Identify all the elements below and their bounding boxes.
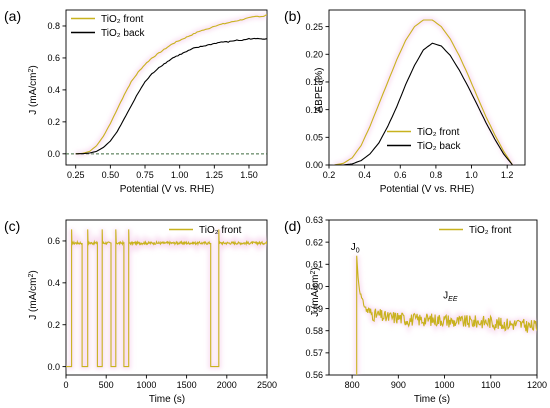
series-line-a-front xyxy=(75,14,267,155)
y-tick-label-d: 0.59 xyxy=(305,304,323,314)
legend-label-b: TiO₂ front xyxy=(417,127,460,138)
y-tick-label-a: 0.0 xyxy=(47,149,60,159)
series-line-a-back xyxy=(75,37,267,155)
legend-d: TiO₂ front xyxy=(439,225,512,236)
legend-label-c: TiO₂ front xyxy=(199,225,242,236)
series-line-d-front xyxy=(356,255,537,375)
x-tick-label-c: 1500 xyxy=(177,380,197,390)
annotation-d: J0 xyxy=(351,242,360,255)
xlabel-a: Potential (V vs. RHE) xyxy=(120,184,214,195)
y-tick-label-a: 0.2 xyxy=(47,117,60,127)
series-layer-b xyxy=(333,17,515,165)
y-tick-label-b: 0.10 xyxy=(305,105,323,115)
panel-a: (a) 0.25 0.50 0.75 1.00 1.25 1.50 0.0 0.2 0.4 0.6… xyxy=(4,8,268,195)
y-tick-label-b: 0.15 xyxy=(305,77,323,87)
plot-area-c: 0 500 1000 1500 2000 2500 0.0 0.2 0.4 0.6 TiO₂ fro… xyxy=(47,219,277,390)
y-tick-label-c: 0.0 xyxy=(47,362,60,372)
x-tick-label-d: 800 xyxy=(345,380,360,390)
x-tick-label-a: 0.75 xyxy=(136,170,154,180)
y-tick-label-b: 0.00 xyxy=(305,160,323,170)
x-tick-label-c: 2500 xyxy=(257,380,277,390)
x-tick-label-d: 900 xyxy=(391,380,406,390)
x-tick-label-c: 0 xyxy=(63,380,68,390)
ylabel-b: ABPE (%) xyxy=(314,67,325,112)
xlabel-b: Potential (V vs. RHE) xyxy=(380,184,474,195)
series-line-c-front xyxy=(66,229,267,368)
y-tick-label-a: 0.8 xyxy=(47,21,60,31)
legend-label-a: TiO₂ front xyxy=(101,14,144,25)
legend-c: TiO₂ front xyxy=(169,225,242,236)
x-tick-label-b: 1.0 xyxy=(465,170,478,180)
panel-label-b: (b) xyxy=(284,8,301,24)
x-tick-label-c: 1000 xyxy=(136,380,156,390)
y-tick-label-c: 0.6 xyxy=(47,236,60,246)
y-tick-label-b: 0.05 xyxy=(305,133,323,143)
series-glow-c xyxy=(66,229,267,370)
x-tick-label-b: 0.8 xyxy=(430,170,443,180)
panel-c: (c) 0 500 1000 1500 2000 2500 0.0 0.2 0.4 0.6 TiO₂… xyxy=(4,218,277,405)
xlabel-c: Time (s) xyxy=(149,394,185,405)
x-tick-label-a: 1.25 xyxy=(206,170,224,180)
y-tick-label-a: 0.6 xyxy=(47,53,60,63)
series-line-b-front xyxy=(334,19,513,165)
annotation-d: JEE xyxy=(443,291,458,304)
x-tick-label-b: 0.4 xyxy=(358,170,371,180)
legend-label-b: TiO₂ back xyxy=(417,141,462,152)
ylabel-d: J (mA/cm2) xyxy=(310,267,322,316)
x-tick-label-b: 1.2 xyxy=(501,170,514,180)
plot-area-b: 0.2 0.4 0.6 0.8 1.0 1.2 0.00 0.05 0.10 0.15 0.20 0.… xyxy=(305,9,526,180)
panel-b: (b) 0.2 0.4 0.6 0.8 1.0 1.20.000.050.100.150.… xyxy=(284,8,526,195)
y-tick-label-d: 0.63 xyxy=(305,215,323,225)
x-tick-label-a: 1.50 xyxy=(240,170,258,180)
y-tick-label-d: 0.61 xyxy=(305,259,323,269)
y-tick-label-c: 0.2 xyxy=(47,320,60,330)
x-tick-label-c: 500 xyxy=(99,380,114,390)
panel-label-c: (c) xyxy=(4,218,20,234)
x-tick-label-d: 1200 xyxy=(527,380,547,390)
xlabel-d: Time (s) xyxy=(414,394,450,405)
x-tick-label-b: 0.6 xyxy=(394,170,407,180)
legend-label-d: TiO₂ front xyxy=(469,225,512,236)
legend-b: TiO₂ front TiO₂ back xyxy=(387,127,462,152)
y-tick-label-d: 0.58 xyxy=(305,326,323,336)
x-tick-label-a: 1.00 xyxy=(171,170,189,180)
panel-label-d: (d) xyxy=(284,218,301,234)
y-tick-label-c: 0.4 xyxy=(47,278,60,288)
ylabel-a: J (mA/cm2) xyxy=(28,65,40,114)
y-tick-label-b: 0.20 xyxy=(305,49,323,59)
y-tick-label-b: 0.25 xyxy=(305,22,323,32)
plot-area-a: 0.25 0.50 0.75 1.00 1.25 1.50 0.0 0.2 0.4 0.6 0.8 T… xyxy=(47,9,268,180)
x-tick-label-a: 0.25 xyxy=(67,170,85,180)
x-tick-label-b: 0.2 xyxy=(323,170,336,180)
series-layer-d xyxy=(354,255,537,375)
legend-a: TiO₂ front TiO₂ back xyxy=(71,14,146,39)
legend-label-a: TiO₂ back xyxy=(101,28,146,39)
series-line-b-back xyxy=(334,42,513,165)
y-tick-label-d: 0.60 xyxy=(305,282,323,292)
x-tick-label-a: 0.50 xyxy=(102,170,120,180)
axes-frame-c xyxy=(65,219,268,376)
y-tick-label-d: 0.57 xyxy=(305,348,323,358)
panel-label-a: (a) xyxy=(4,8,21,24)
x-tick-label-d: 1100 xyxy=(481,380,500,390)
series-layer-a xyxy=(66,12,267,157)
y-tick-label-a: 0.4 xyxy=(47,85,60,95)
x-tick-label-c: 2000 xyxy=(217,380,237,390)
plot-area-d: 800 900 1000 1100 1200 0.56 0.57 0.58 0.59 0.60 0.… xyxy=(305,215,547,390)
panel-d: (d) 800 900 1000 1100 1200 0.56 0.57 0.58 0.59 0.… xyxy=(284,215,547,405)
y-tick-label-d: 0.56 xyxy=(305,370,323,380)
y-tick-label-d: 0.62 xyxy=(305,237,323,247)
ylabel-c: J (mA/cm2) xyxy=(28,270,40,319)
axes-frame-d xyxy=(328,219,538,376)
axes-frame-b xyxy=(328,9,526,166)
series-layer-c xyxy=(66,229,267,370)
axes-frame-a xyxy=(65,9,268,166)
x-tick-label-d: 1000 xyxy=(435,380,455,390)
